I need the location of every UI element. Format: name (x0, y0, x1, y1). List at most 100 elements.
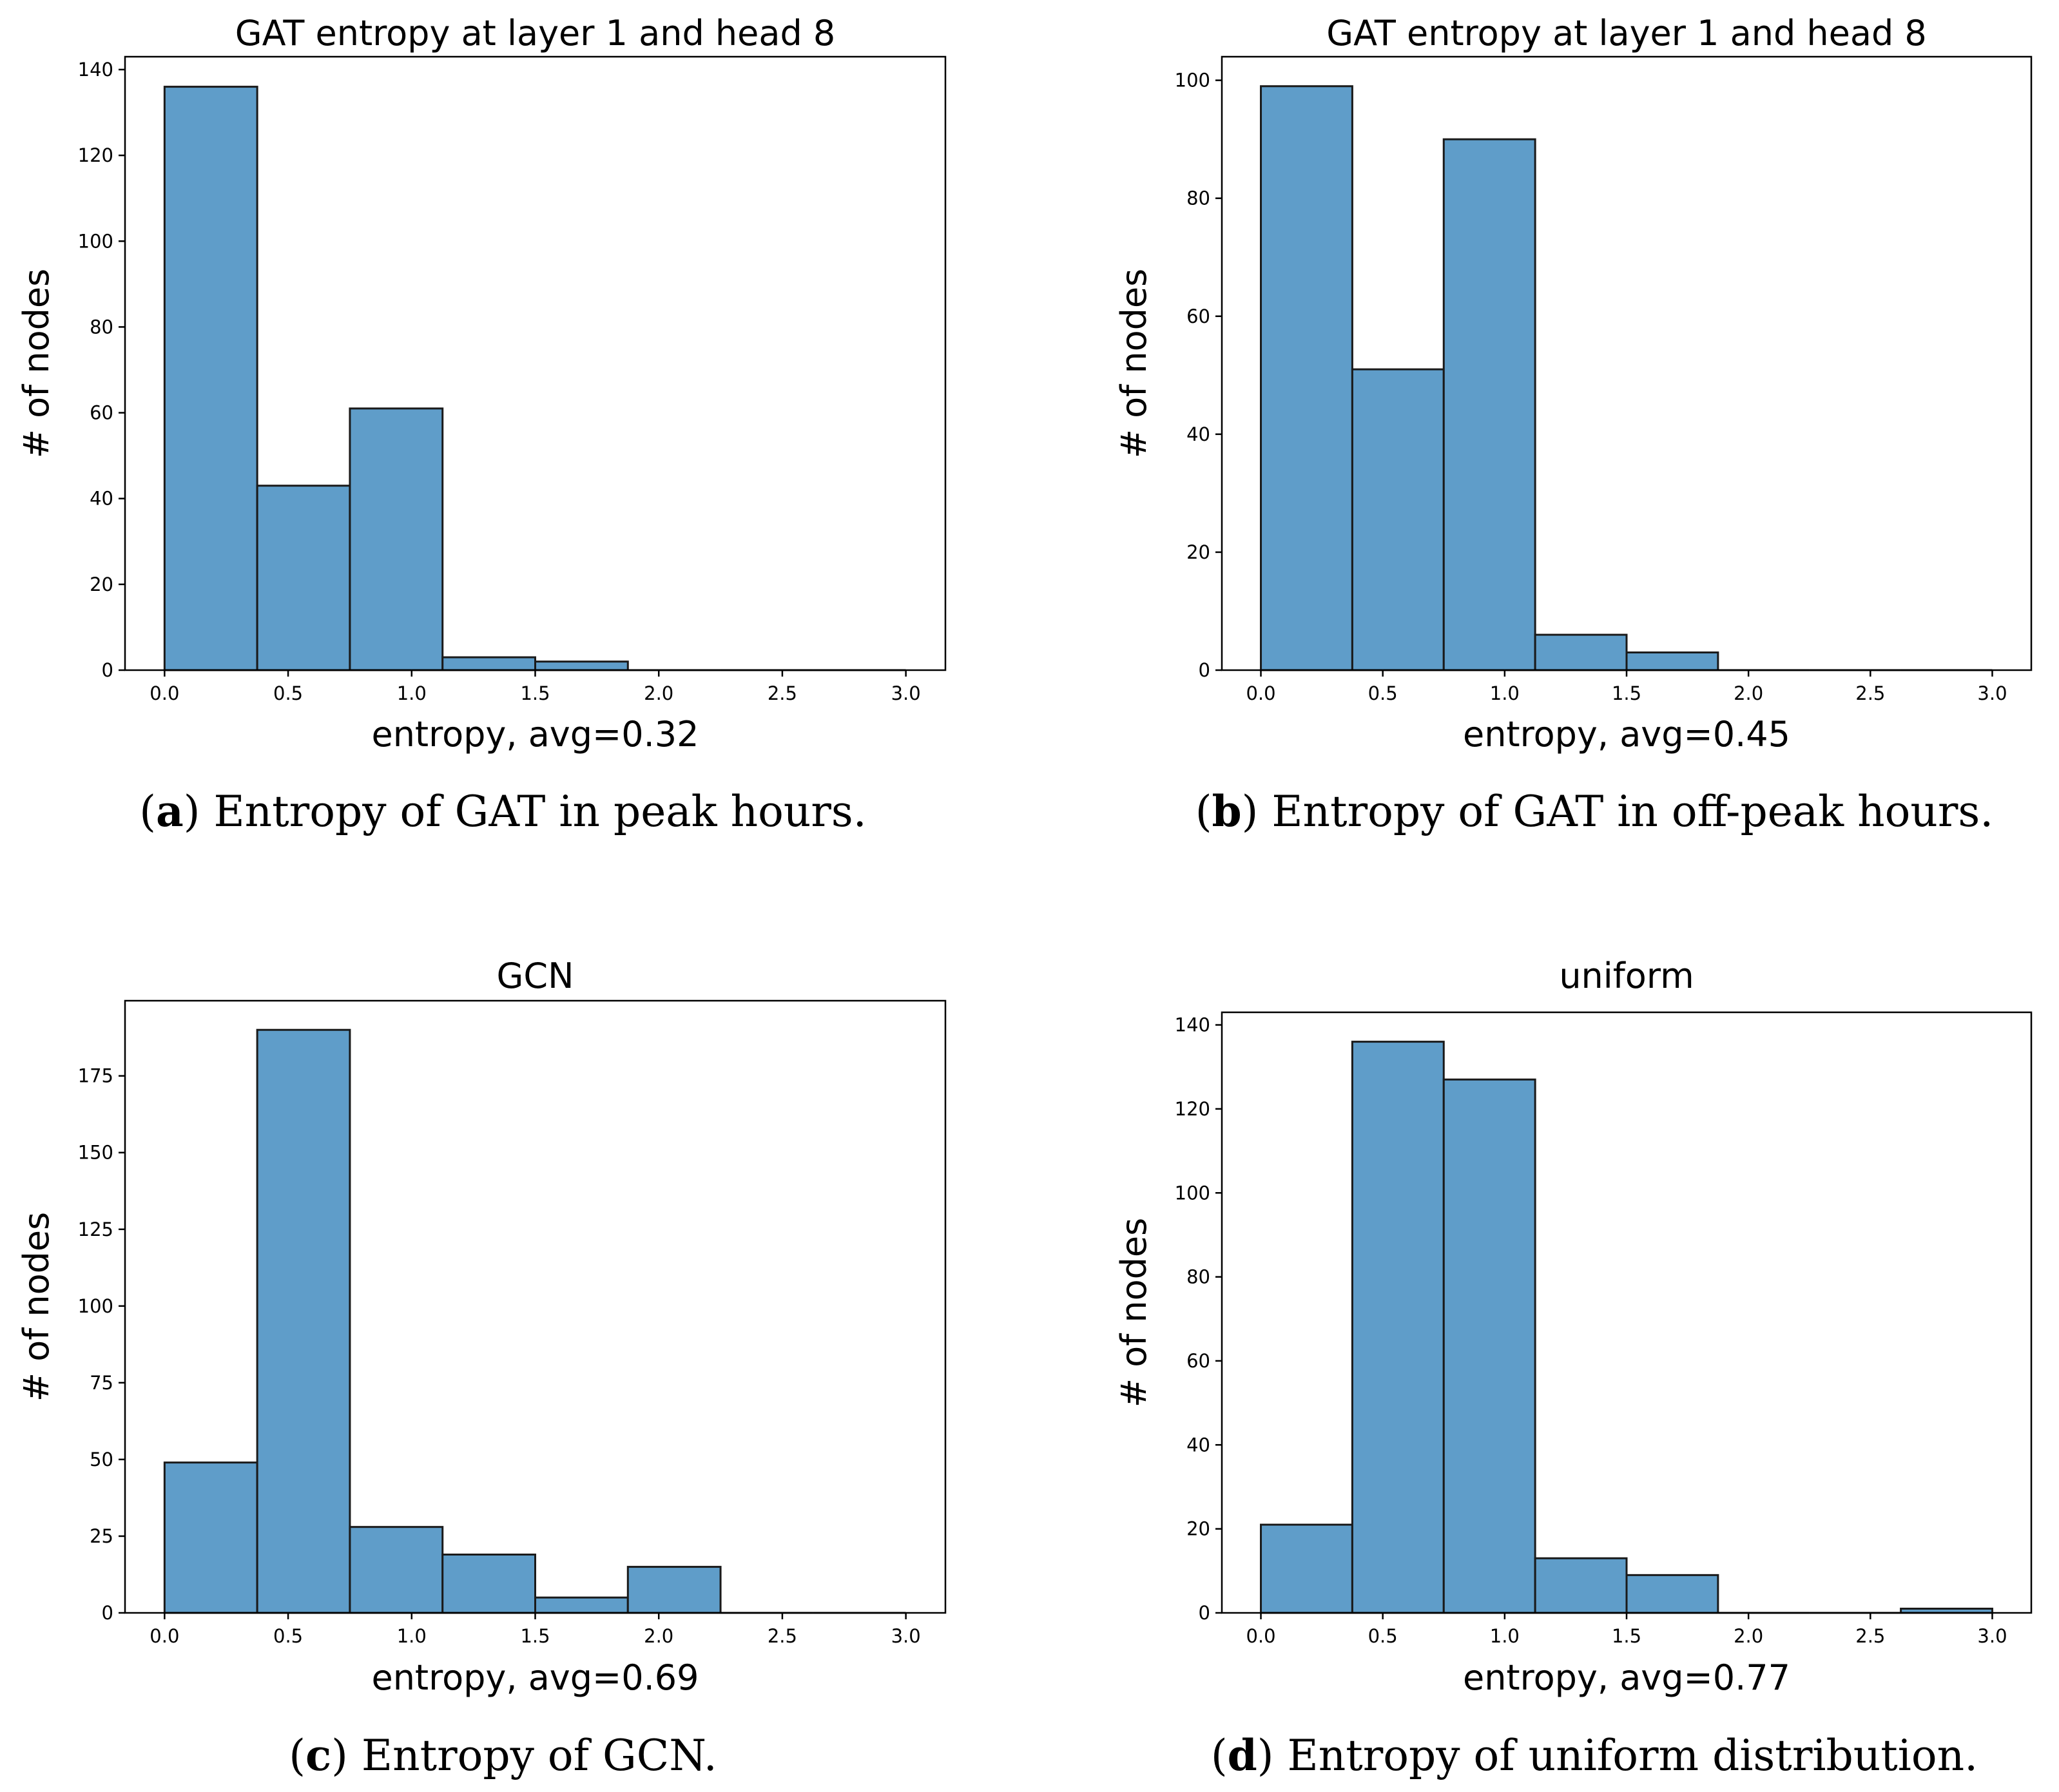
x-tick-label: 0.0 (1246, 682, 1275, 704)
y-tick-label: 60 (1186, 305, 1210, 327)
x-tick-label: 0.0 (150, 682, 179, 704)
x-tick-label: 3.0 (891, 682, 921, 704)
y-tick-label: 0 (1199, 659, 1210, 681)
x-tick-label: 2.0 (1734, 682, 1763, 704)
y-axis-label: # of nodes (16, 1212, 57, 1402)
x-axis-label: entropy, avg=0.32 (371, 714, 699, 755)
x-tick-label: 2.0 (644, 1625, 673, 1647)
histogram-bar (256, 485, 351, 671)
y-tick-label: 0 (102, 1602, 113, 1624)
x-tick-label: 1.0 (397, 682, 427, 704)
chart-panel-b: 0.0 0.5 1.0 1.5 2.0 2.5 3.0 0 20 40 60 80 100 GAT ent… (1114, 13, 2033, 836)
x-tick-label: 1.5 (1612, 682, 1641, 704)
y-tick-label: 20 (90, 573, 113, 595)
histogram-bar (1260, 1523, 1353, 1614)
x-tick-label: 1.5 (1612, 1625, 1641, 1647)
y-tick-label: 80 (90, 316, 113, 338)
x-tick-label: 1.0 (1490, 1625, 1520, 1647)
y-tick-label: 20 (1186, 1518, 1210, 1540)
histogram-bar (1625, 1574, 1719, 1614)
y-tick-label: 0 (1199, 1602, 1210, 1624)
x-tick-label: 3.0 (891, 1625, 921, 1647)
y-tick-label: 25 (90, 1525, 113, 1547)
x-tick-label: 2.0 (1734, 1625, 1763, 1647)
y-tick-label: 120 (78, 144, 113, 166)
caption-paren-close: ) (184, 787, 200, 836)
caption-paren-close: ) (331, 1731, 348, 1780)
caption-paren-close: ) (1257, 1731, 1274, 1780)
x-tick-label: 3.0 (1977, 1625, 2007, 1647)
y-tick-label: 40 (1186, 423, 1210, 445)
y-tick-label: 140 (1175, 1014, 1210, 1036)
caption-paren-close: ) (1242, 787, 1259, 836)
x-tick-label: 1.0 (1490, 682, 1520, 704)
x-tick-label: 1.5 (520, 682, 550, 704)
y-tick-label: 80 (1186, 188, 1210, 209)
caption-letter: c (305, 1730, 331, 1780)
x-axis-label: entropy, avg=0.77 (1463, 1657, 1790, 1698)
subfigure-caption: (b) Entropy of GAT in off-peak hours. (1195, 786, 1994, 836)
x-tick-label: 2.5 (768, 1625, 797, 1647)
histogram-bar (1534, 1557, 1628, 1614)
x-tick-label: 1.0 (397, 1625, 427, 1647)
caption-paren-open: ( (1195, 787, 1212, 836)
y-tick-label: 100 (1175, 70, 1210, 92)
caption-paren-open: ( (139, 787, 156, 836)
chart-title: GCN (497, 956, 574, 996)
y-tick-label: 120 (1175, 1098, 1210, 1120)
caption-paren-open: ( (1211, 1731, 1228, 1780)
x-tick-label: 2.0 (644, 682, 673, 704)
histogram-bar (441, 1554, 536, 1614)
x-tick-label: 2.5 (1855, 682, 1885, 704)
histogram-bar (534, 1596, 629, 1614)
histogram-bar (1534, 633, 1628, 671)
histogram-bar (534, 660, 629, 671)
chart-panel-d: 0.0 0.5 1.0 1.5 2.0 2.5 3.0 0 20 40 60 80 100 120 140 u… (1114, 956, 2033, 1780)
x-tick-label: 3.0 (1977, 682, 2007, 704)
x-tick-label: 0.0 (150, 1625, 179, 1647)
y-tick-label: 125 (78, 1219, 113, 1240)
histogram-bar (626, 1566, 722, 1614)
x-tick-label: 0.5 (273, 682, 303, 704)
caption-text: Entropy of GAT in peak hours. (200, 787, 866, 836)
y-tick-label: 40 (1186, 1434, 1210, 1456)
x-tick-label: 0.5 (273, 1625, 303, 1647)
x-axis-label: entropy, avg=0.45 (1463, 714, 1790, 755)
histogram-bar (441, 656, 536, 671)
histogram-bar (1351, 1041, 1445, 1614)
caption-text: Entropy of GCN. (348, 1731, 717, 1780)
subfigure-caption: (a) Entropy of GAT in peak hours. (139, 786, 867, 836)
y-axis-label: # of nodes (16, 269, 57, 459)
caption-text: Entropy of GAT in off-peak hours. (1258, 787, 1993, 836)
histogram-bar (163, 1461, 258, 1614)
x-tick-label: 1.5 (520, 1625, 550, 1647)
x-tick-label: 2.5 (768, 682, 797, 704)
chart-title: uniform (1559, 956, 1694, 996)
y-tick-label: 40 (90, 488, 113, 510)
axes-frame (1221, 1011, 2033, 1614)
y-tick-label: 150 (78, 1142, 113, 1164)
y-axis-label: # of nodes (1114, 1218, 1154, 1408)
y-tick-label: 75 (90, 1372, 113, 1394)
histogram-bar (1442, 138, 1536, 671)
caption-letter: b (1212, 786, 1241, 836)
y-tick-label: 100 (78, 1295, 113, 1317)
y-tick-label: 140 (78, 59, 113, 81)
x-tick-label: 0.5 (1368, 682, 1398, 704)
subfigure-caption: (d) Entropy of uniform distribution. (1211, 1730, 1978, 1780)
chart-title: GAT entropy at layer 1 and head 8 (1326, 13, 1927, 53)
histogram-bar (1442, 1078, 1536, 1614)
chart-title: GAT entropy at layer 1 and head 8 (235, 13, 836, 53)
x-axis-label: entropy, avg=0.69 (371, 1657, 699, 1698)
y-tick-label: 20 (1186, 541, 1210, 563)
y-tick-label: 0 (102, 659, 113, 681)
y-tick-label: 100 (78, 230, 113, 252)
y-tick-label: 80 (1186, 1266, 1210, 1288)
chart-panel-a: 0.0 0.5 1.0 1.5 2.0 2.5 3.0 0 20 40 60 80 100 120 140 G… (16, 13, 947, 836)
y-tick-label: 50 (90, 1449, 113, 1470)
y-tick-label: 100 (1175, 1182, 1210, 1204)
caption-text: Entropy of uniform distribution. (1274, 1731, 1978, 1780)
y-tick-label: 175 (78, 1065, 113, 1087)
x-tick-label: 2.5 (1855, 1625, 1885, 1647)
